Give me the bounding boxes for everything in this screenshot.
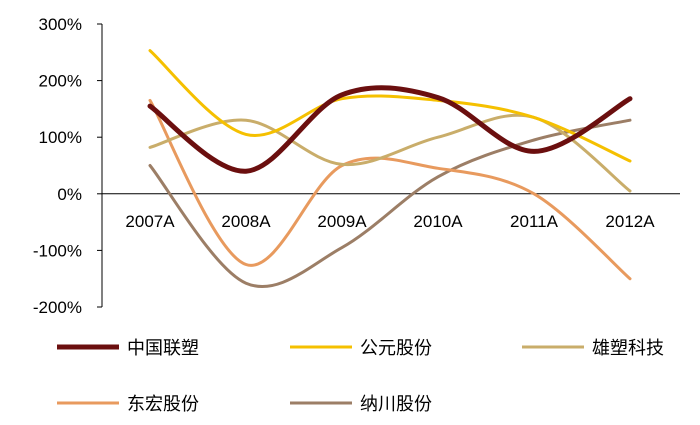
legend-label-4: 东宏股份 <box>127 394 199 415</box>
x-tick-label: 2007A <box>125 212 175 231</box>
y-tick-label: 100% <box>39 128 82 147</box>
x-tick-label: 2010A <box>413 212 463 231</box>
legend-label-1: 中国联塑 <box>127 338 199 359</box>
legend-label-2: 公元股份 <box>360 338 432 359</box>
y-tick-label: -100% <box>33 241 82 260</box>
legend-label-3: 雄塑科技 <box>592 338 664 359</box>
series-line-2 <box>148 49 632 163</box>
series-line-4 <box>148 98 632 281</box>
x-tick-label: 2008A <box>221 212 271 231</box>
y-tick-label: 0% <box>57 185 82 204</box>
series-line-5 <box>148 118 632 289</box>
y-axis-ticks: 300% 200% 100% 0% -100% -200% <box>33 15 82 317</box>
series-lines <box>147 49 633 289</box>
y-tick-label: 300% <box>39 15 82 34</box>
y-tick-label: 200% <box>39 72 82 91</box>
x-tick-label: 2011A <box>510 212 559 231</box>
x-axis-ticks: 2007A 2008A 2009A 2010A 2011A 2012A <box>125 212 655 231</box>
y-tick-label: -200% <box>33 298 82 317</box>
legend-label-5: 纳川股份 <box>360 394 432 415</box>
chart-axes <box>97 23 680 308</box>
series-line-1 <box>147 85 633 174</box>
x-tick-label: 2009A <box>317 212 367 231</box>
x-tick-label: 2012A <box>605 212 655 231</box>
